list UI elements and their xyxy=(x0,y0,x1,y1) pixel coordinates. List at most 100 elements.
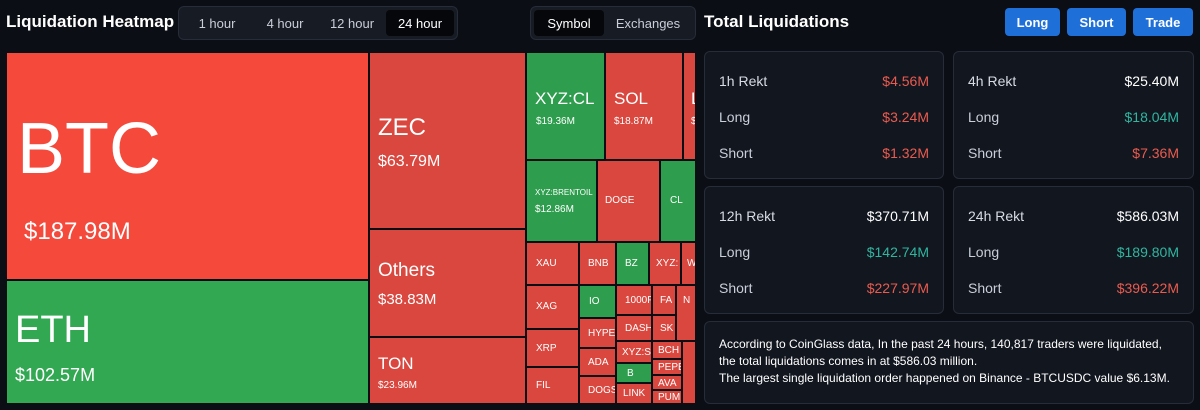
short-value: $396.22M xyxy=(1116,280,1179,296)
tile-symbol: SOL xyxy=(614,89,649,108)
tab-24-hour[interactable]: 24 hour xyxy=(386,10,454,36)
tile-ava[interactable]: AVA xyxy=(652,375,682,390)
tile-symbol: LINK xyxy=(623,388,646,399)
tile-pum[interactable]: PUM xyxy=(652,390,682,404)
tile-value: $102.57M xyxy=(15,365,96,385)
tile-doge[interactable]: DOGE xyxy=(597,160,660,242)
tile-sol[interactable]: SOL $18.87M xyxy=(605,52,683,160)
tile-xyz-s[interactable]: XYZ:S xyxy=(616,341,652,363)
tile-n[interactable]: N xyxy=(676,285,696,341)
liquidation-treemap: BTC $187.98M ETH $102.57M ZEC $63.79M Ot… xyxy=(6,52,696,404)
total-liquidations-title: Total Liquidations xyxy=(704,12,850,31)
card-title: 24h Rekt xyxy=(968,208,1025,224)
tile-eth[interactable]: ETH $102.57M xyxy=(6,280,369,404)
tab-exchanges[interactable]: Exchanges xyxy=(615,15,681,31)
time-range-selector: 1 hour 4 hour 12 hour 24 hour xyxy=(178,6,458,40)
tile-bch[interactable]: BCH xyxy=(652,341,682,359)
tile-pepe[interactable]: PEPE xyxy=(652,359,682,375)
tile-symbol: Others xyxy=(378,260,436,281)
tile-value: $38.83M xyxy=(378,291,437,308)
long-label: Long xyxy=(968,109,1000,125)
long-value: $3.24M xyxy=(882,109,929,125)
tile-xau[interactable]: XAU xyxy=(526,242,579,285)
tile-symbol: XAU xyxy=(536,258,557,269)
tile-hype[interactable]: HYPE xyxy=(579,318,616,348)
tile-xag[interactable]: XAG xyxy=(526,285,579,329)
tab-1-hour[interactable]: 1 hour xyxy=(198,15,236,31)
long-value: $142.74M xyxy=(866,244,929,260)
tile-value: $18.87M xyxy=(614,116,653,127)
tile-symbol: BCH xyxy=(658,345,680,356)
group-by-selector: Symbol Exchanges xyxy=(530,6,696,40)
tile-symbol: PUM xyxy=(658,392,681,403)
card-1h-rekt: 1h Rekt $4.56M Long $3.24M Short $1.32M xyxy=(704,51,944,179)
tile-symbol: IO xyxy=(589,296,600,307)
tile-dogs[interactable]: DOGS xyxy=(579,376,616,404)
tile-symbol: BZ xyxy=(625,258,638,269)
tile-dash[interactable]: DASH xyxy=(616,315,652,341)
tile-sk[interactable]: SK xyxy=(652,315,676,341)
tile-value: $ xyxy=(691,117,695,127)
tile-btc[interactable]: BTC $187.98M xyxy=(6,52,369,280)
tile-xyz-cl[interactable]: XYZ:CL $19.36M xyxy=(526,52,605,160)
tile-fa[interactable]: FA xyxy=(652,285,676,315)
tile-io[interactable]: IO xyxy=(579,285,616,318)
card-12h-rekt: 12h Rekt $370.71M Long $142.74M Short $2… xyxy=(704,186,944,314)
tile-ton[interactable]: TON $23.96M xyxy=(369,337,526,404)
long-value: $189.80M xyxy=(1116,244,1179,260)
tile-xrp[interactable]: XRP xyxy=(526,329,579,367)
tile-sliver[interactable] xyxy=(682,341,696,404)
short-button[interactable]: Short xyxy=(1067,8,1126,36)
tile-cl[interactable]: CL xyxy=(660,160,696,242)
tile-value: $12.86M xyxy=(535,204,574,215)
tile-symbol: BTC xyxy=(17,109,161,189)
tile-ada[interactable]: ADA xyxy=(579,348,616,376)
short-value: $227.97M xyxy=(866,280,929,296)
tile-symbol: PEPE xyxy=(658,362,681,373)
short-label: Short xyxy=(968,280,1002,296)
tile-others[interactable]: Others $38.83M xyxy=(369,229,526,337)
summary-line-2: The largest single liquidation order hap… xyxy=(719,371,1170,385)
tile-zec[interactable]: ZEC $63.79M xyxy=(369,52,526,229)
tile-symbol: AVA xyxy=(658,378,677,389)
tile-l[interactable]: L $ xyxy=(683,52,696,160)
tile-b[interactable]: B xyxy=(616,363,652,383)
card-total: $370.71M xyxy=(866,208,929,224)
long-label: Long xyxy=(719,244,751,260)
tab-symbol[interactable]: Symbol xyxy=(534,10,604,36)
tile-value: $19.36M xyxy=(536,116,575,127)
tile-symbol: FIL xyxy=(536,380,551,391)
tile-symbol: DASH xyxy=(625,323,652,334)
summary-line-1: According to CoinGlass data, In the past… xyxy=(719,337,1162,368)
tile-symbol: DOGE xyxy=(605,195,635,206)
tile-value: $63.79M xyxy=(378,153,441,170)
card-total: $586.03M xyxy=(1116,208,1179,224)
tile-w[interactable]: W xyxy=(681,242,696,285)
tile-symbol: ETH xyxy=(15,309,91,351)
tile-bnb[interactable]: BNB xyxy=(579,242,616,285)
tile-symbol: L xyxy=(691,90,695,107)
short-value: $7.36M xyxy=(1132,145,1179,161)
short-value: $1.32M xyxy=(882,145,929,161)
tile-bz[interactable]: BZ xyxy=(616,242,649,285)
tile-fil[interactable]: FIL xyxy=(526,367,579,404)
liquidation-summary: According to CoinGlass data, In the past… xyxy=(704,321,1194,404)
tab-12-hour[interactable]: 12 hour xyxy=(329,15,375,31)
tile-link[interactable]: LINK xyxy=(616,383,652,404)
tab-4-hour[interactable]: 4 hour xyxy=(266,15,304,31)
tile-symbol: ADA xyxy=(588,357,609,368)
tile-1000f[interactable]: 1000F xyxy=(616,285,652,315)
heatmap-title: Liquidation Heatmap xyxy=(6,12,175,31)
card-title: 4h Rekt xyxy=(968,73,1017,89)
tile-xyz-brentoil[interactable]: XYZ:BRENTOIL $12.86M xyxy=(526,160,597,242)
tile-symbol: SK xyxy=(660,323,674,334)
short-label: Short xyxy=(968,145,1002,161)
tile-symbol: ZEC xyxy=(378,114,426,141)
tile-symbol: FA xyxy=(660,295,673,306)
card-title: 1h Rekt xyxy=(719,73,768,89)
long-label: Long xyxy=(968,244,1000,260)
long-button[interactable]: Long xyxy=(1005,8,1060,36)
tile-symbol: W xyxy=(687,258,696,269)
tile-xyz[interactable]: XYZ: xyxy=(649,242,681,285)
trade-button[interactable]: Trade xyxy=(1133,8,1193,36)
